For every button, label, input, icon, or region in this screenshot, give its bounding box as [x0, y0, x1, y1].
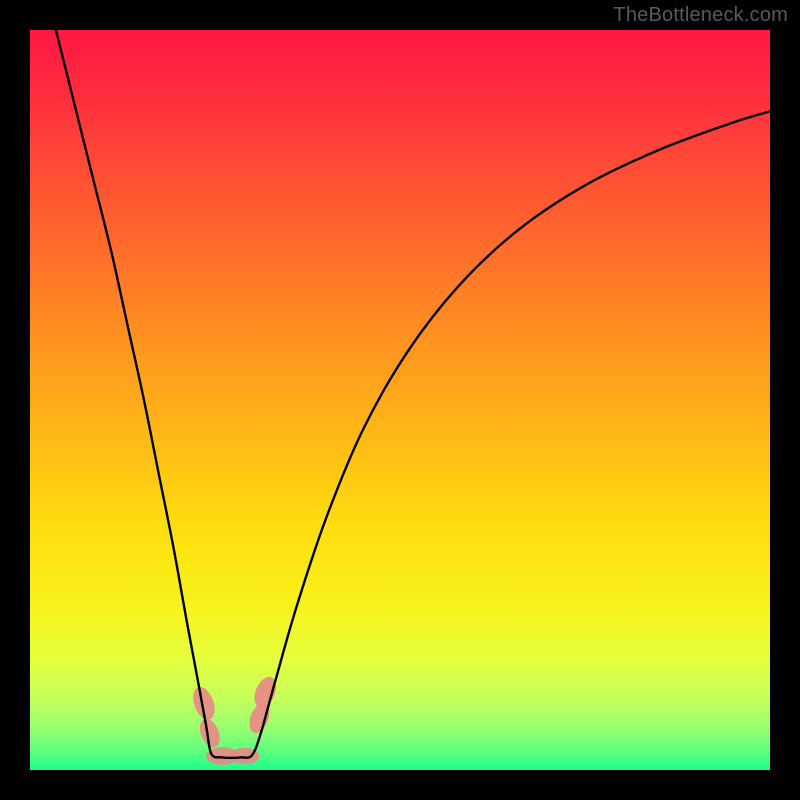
bottleneck-curve [56, 30, 770, 758]
curve-layer [30, 30, 770, 770]
marker-group [189, 674, 280, 765]
watermark-text: TheBottleneck.com [613, 4, 788, 27]
plot-area [30, 30, 770, 770]
